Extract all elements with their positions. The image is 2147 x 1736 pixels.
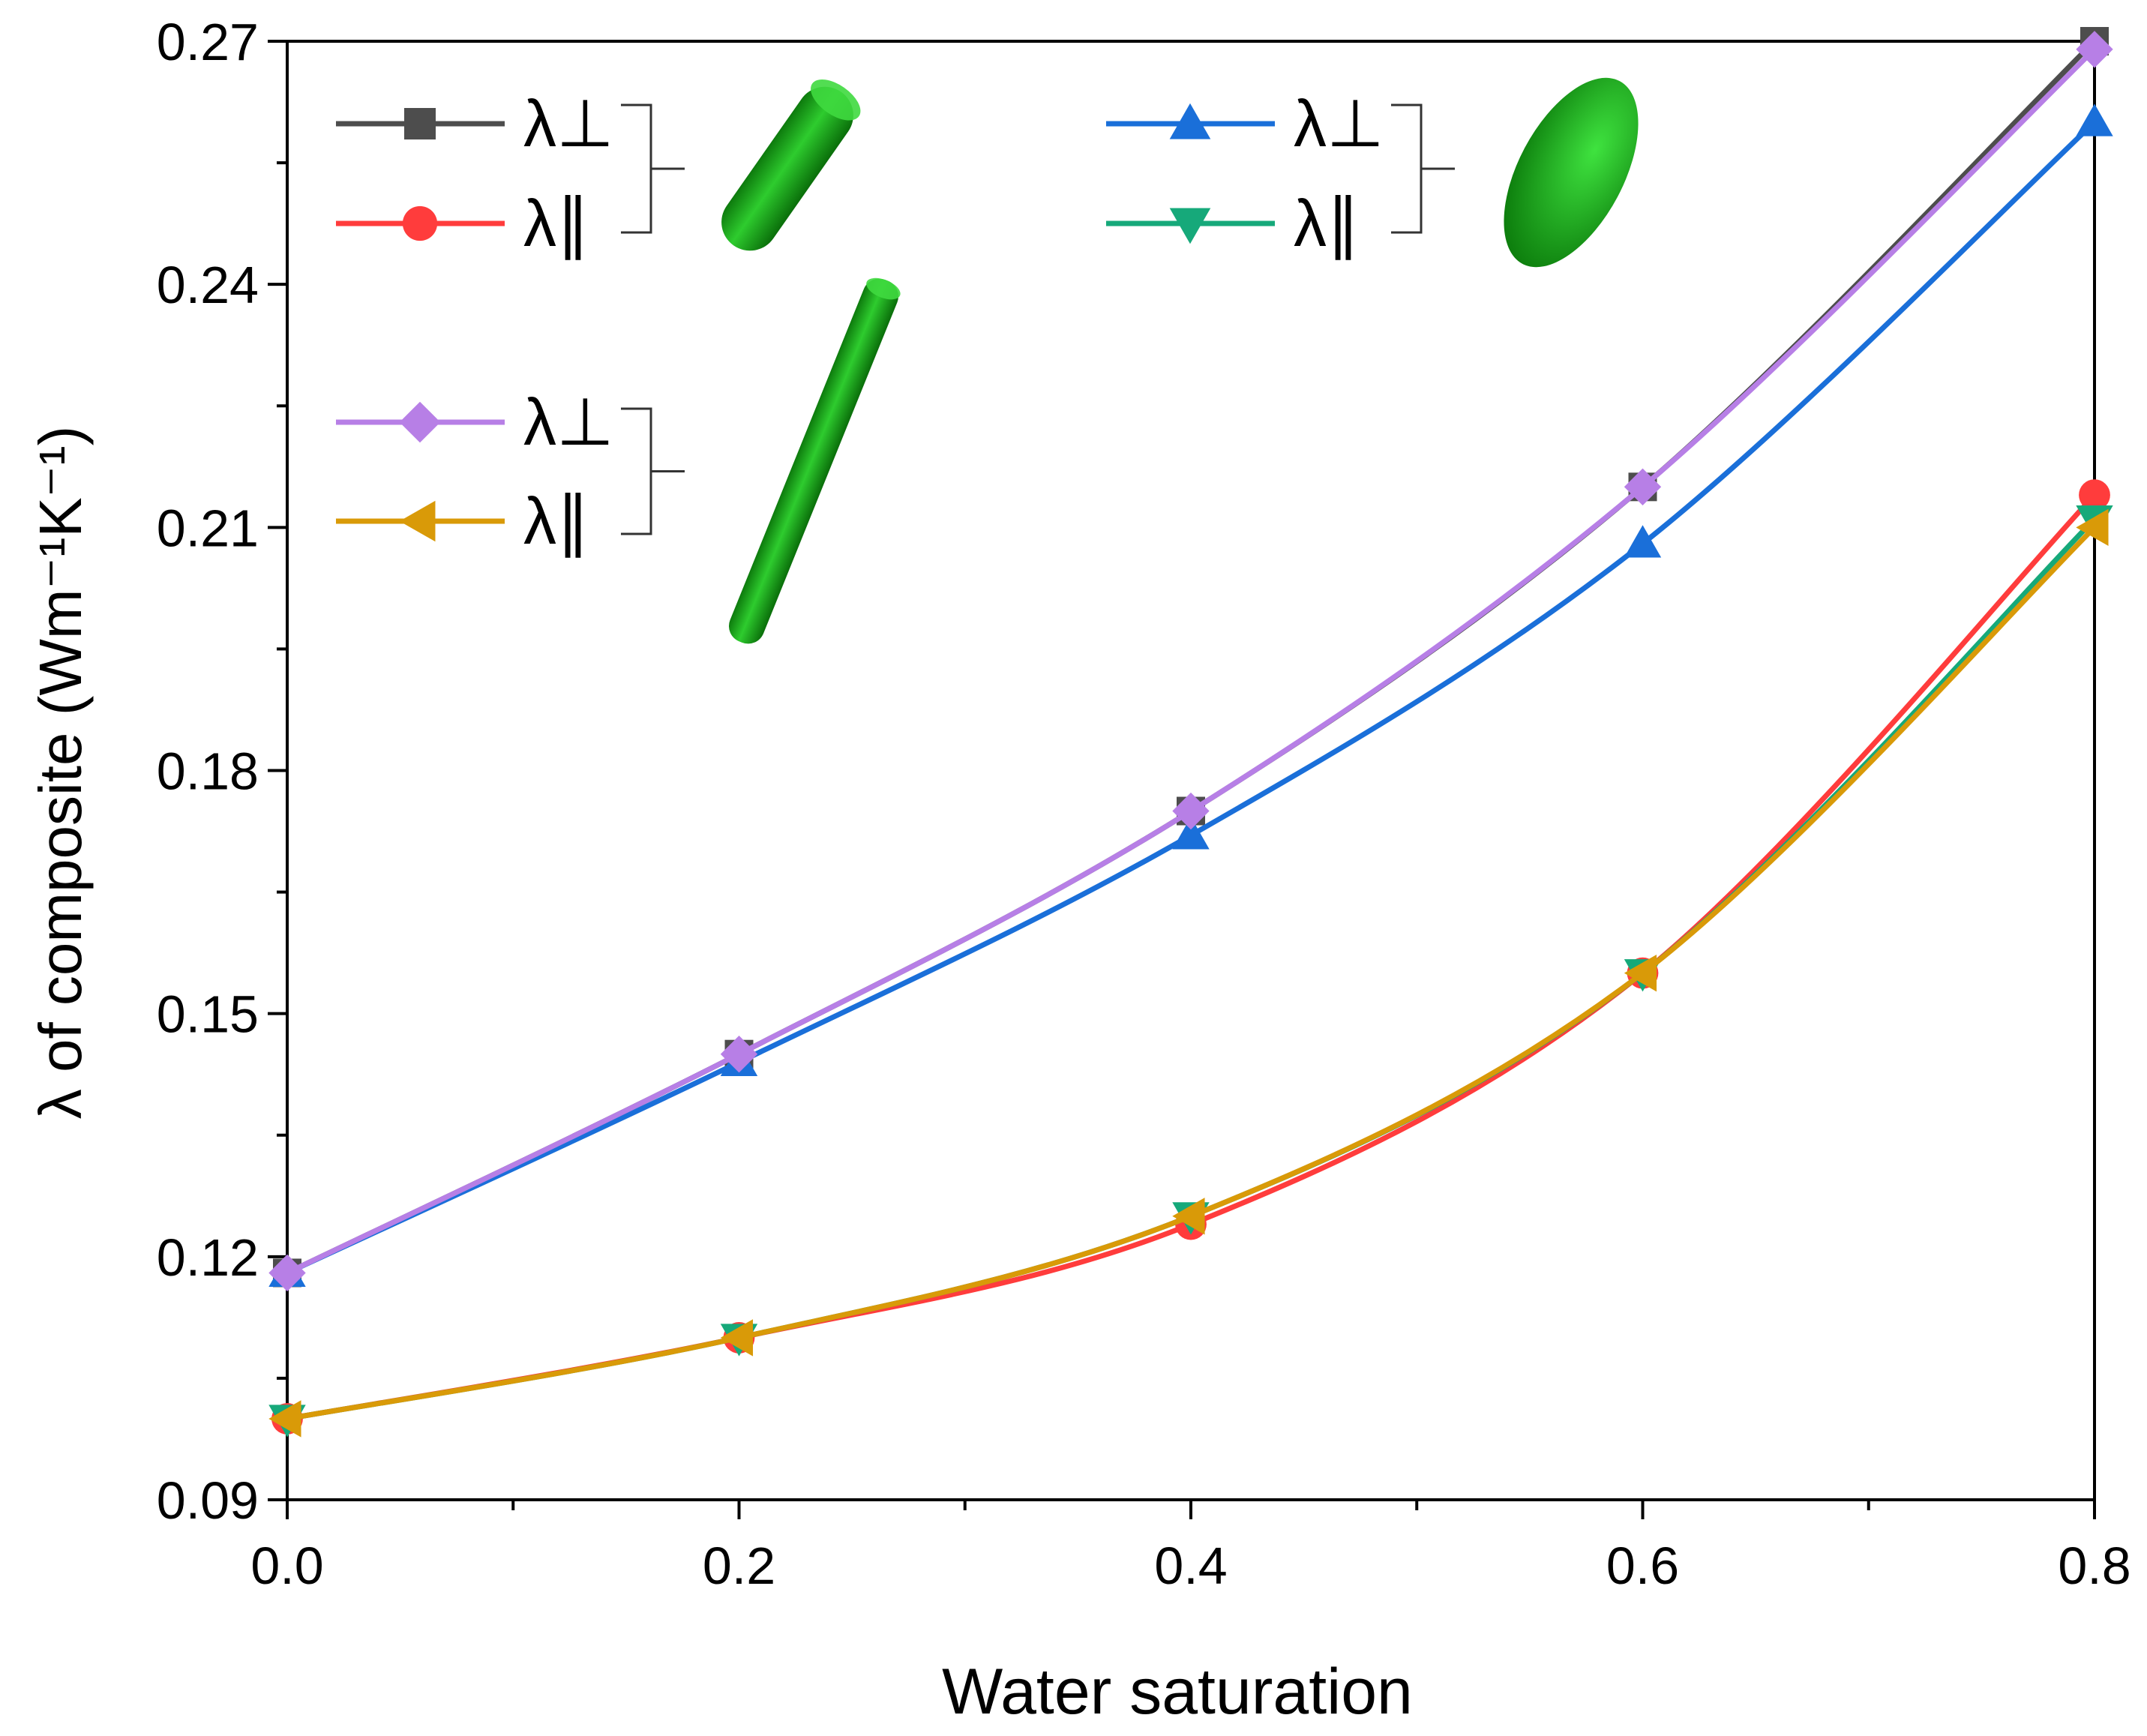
data-point bbox=[1624, 525, 1662, 558]
data-point bbox=[268, 1254, 306, 1292]
legend-entry: λ∥ bbox=[336, 484, 589, 558]
x-tick-label: 0.0 bbox=[250, 1537, 323, 1595]
data-point bbox=[1624, 468, 1662, 506]
legend-entry: λ⊥ bbox=[1106, 86, 1384, 160]
data-point bbox=[2076, 31, 2113, 68]
series-ellipsoid-triangle-up bbox=[268, 103, 2113, 1287]
axes: 0.0 0.2 0.4 0.6 0.8 0.09 0.12 0.15 0.18 0.21 0.24 0… bbox=[157, 13, 2131, 1595]
series-capsule-circle bbox=[271, 479, 2110, 1435]
x-tick-label: 0.2 bbox=[703, 1537, 775, 1595]
data-point bbox=[1172, 817, 1210, 850]
data-point bbox=[1172, 792, 1210, 830]
ellipsoid-shape-icon bbox=[1504, 77, 1639, 268]
legend-label: λ∥ bbox=[523, 484, 589, 558]
x-tick-label: 0.8 bbox=[2058, 1537, 2131, 1595]
y-tick-label: 0.18 bbox=[157, 742, 259, 801]
legend-marker bbox=[402, 205, 438, 241]
data-point bbox=[720, 1319, 754, 1357]
legend-entry: λ⊥ bbox=[336, 385, 614, 459]
legend-marker bbox=[399, 500, 436, 542]
legend-marker bbox=[399, 401, 441, 443]
data-point bbox=[2079, 479, 2110, 511]
x-tick-label: 0.6 bbox=[1606, 1537, 1679, 1595]
y-tick-label: 0.27 bbox=[157, 13, 259, 71]
legend: λ⊥ λ∥ λ⊥ λ∥ λ⊥ λ∥ bbox=[336, 86, 1455, 558]
legend-entry: λ∥ bbox=[336, 186, 589, 260]
series-line bbox=[286, 120, 2097, 1276]
y-tick-label: 0.15 bbox=[157, 985, 259, 1044]
y-tick-label: 0.12 bbox=[157, 1228, 259, 1287]
y-tick-label: 0.09 bbox=[157, 1471, 259, 1530]
legend-bracket bbox=[621, 407, 685, 535]
long-rod-shape-icon bbox=[728, 277, 901, 644]
legend-label: λ∥ bbox=[1294, 186, 1360, 260]
data-point bbox=[720, 1035, 758, 1073]
series-layer bbox=[268, 27, 2113, 1438]
series-long-rod-diamond bbox=[268, 31, 2113, 1292]
x-tick-label: 0.4 bbox=[1154, 1537, 1227, 1595]
legend-marker bbox=[1169, 208, 1211, 244]
data-point bbox=[2076, 508, 2109, 547]
series-long-rod-triangle-left bbox=[268, 508, 2109, 1438]
legend-label: λ⊥ bbox=[523, 86, 614, 160]
legend-entry: λ∥ bbox=[1106, 186, 1360, 260]
data-point bbox=[1172, 1198, 1205, 1235]
y-axis-title: λ of composite (Wm⁻¹K⁻¹) bbox=[27, 426, 94, 1120]
legend-bracket bbox=[621, 103, 685, 234]
y-tick-label: 0.21 bbox=[157, 499, 259, 557]
x-axis-title: Water saturation bbox=[942, 1656, 1413, 1728]
legend-label: λ⊥ bbox=[1294, 86, 1384, 160]
capsule-shape-icon bbox=[721, 79, 861, 251]
series-line bbox=[286, 493, 2097, 1422]
legend-label: λ∥ bbox=[523, 186, 589, 260]
data-point bbox=[268, 1400, 301, 1438]
series-line bbox=[286, 517, 2097, 1422]
legend-marker bbox=[404, 108, 436, 139]
series-line bbox=[286, 525, 2097, 1422]
series-line bbox=[286, 47, 2097, 1276]
y-tick-label: 0.24 bbox=[157, 256, 259, 314]
legend-label: λ⊥ bbox=[523, 385, 614, 459]
legend-marker bbox=[1169, 103, 1211, 139]
data-point bbox=[2076, 103, 2113, 136]
legend-entry: λ⊥ bbox=[336, 86, 614, 160]
series-ellipsoid-triangle-down bbox=[268, 505, 2113, 1438]
data-point bbox=[1624, 954, 1657, 992]
legend-bracket bbox=[1391, 103, 1455, 234]
